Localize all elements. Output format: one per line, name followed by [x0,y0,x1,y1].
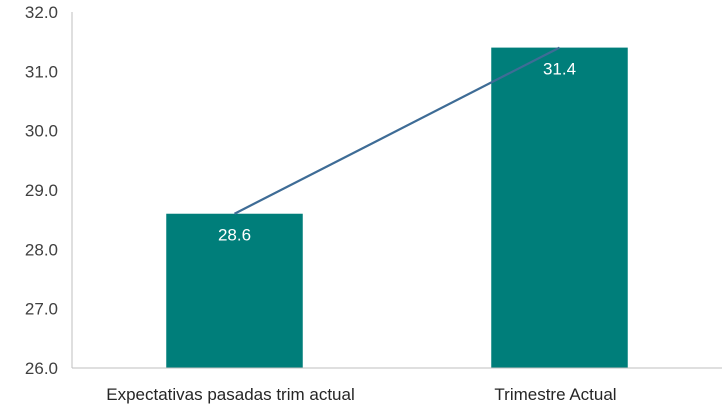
series-line [233,46,561,215]
y-tick-label: 27.0 [25,300,58,319]
y-tick-label: 31.0 [25,62,58,81]
x-axis: Expectativas pasadas trim actual Trimestr… [72,367,722,404]
y-tick-label: 29.0 [25,181,58,200]
bar [491,47,628,368]
y-tick-label: 26.0 [25,359,58,378]
data-label: 31.4 [543,60,576,79]
y-axis: 26.0 27.0 28.0 29.0 30.0 31.0 32.0 [25,3,73,378]
bar [166,213,303,368]
y-tick-label: 30.0 [25,122,58,141]
x-tick-label: Expectativas pasadas trim actual [106,385,355,404]
x-tick-label: Trimestre Actual [494,385,616,404]
y-tick-label: 28.0 [25,240,58,259]
trend-line [233,46,561,215]
y-tick-label: 32.0 [25,3,58,22]
bars: 28.6 31.4 [166,47,628,368]
data-label: 28.6 [218,226,251,245]
